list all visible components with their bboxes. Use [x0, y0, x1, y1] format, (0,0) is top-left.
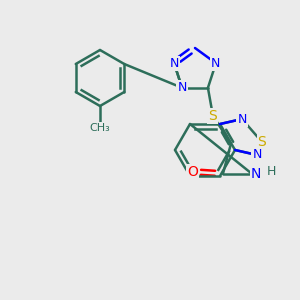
Text: H: H	[267, 165, 277, 178]
Text: N: N	[252, 148, 262, 161]
Text: N: N	[251, 167, 261, 181]
Text: N: N	[177, 81, 187, 94]
Text: N: N	[211, 57, 220, 70]
Text: O: O	[188, 165, 198, 179]
Text: S: S	[258, 135, 266, 149]
Text: S: S	[208, 109, 217, 123]
Text: N: N	[237, 112, 247, 125]
Text: N: N	[169, 57, 179, 70]
Text: CH₃: CH₃	[90, 123, 110, 133]
